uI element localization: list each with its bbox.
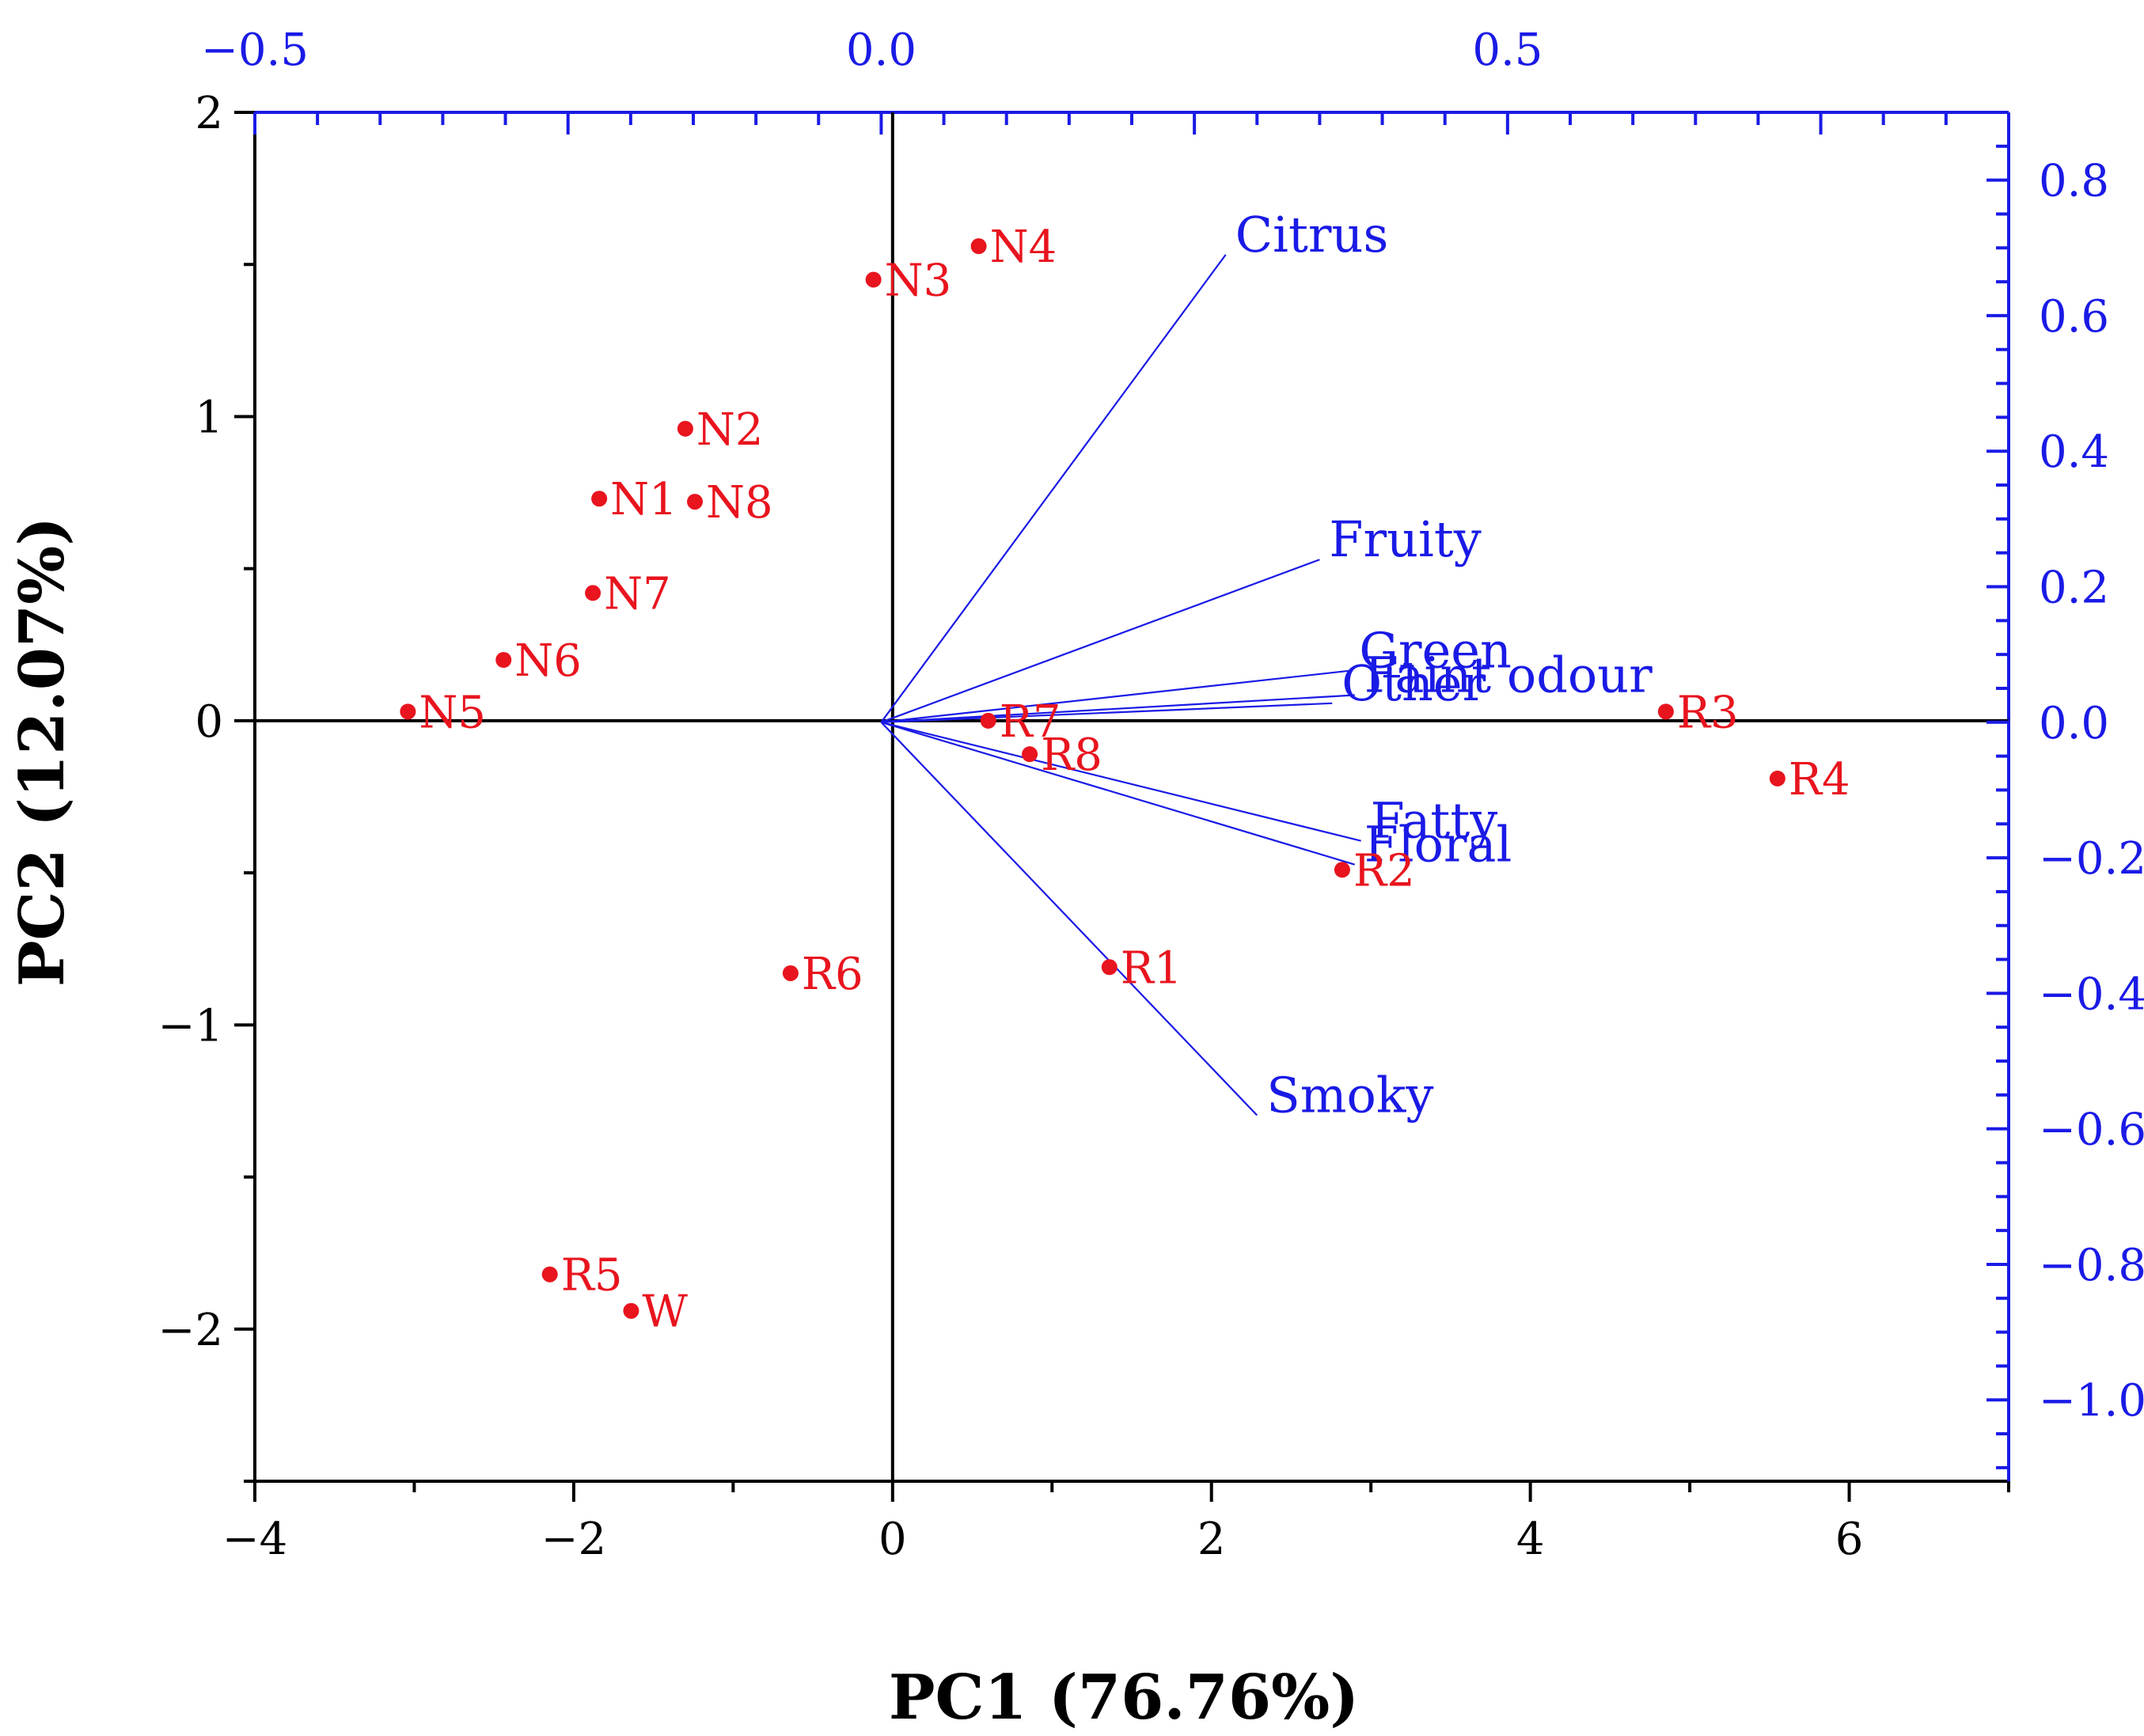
score-label: N4	[990, 222, 1057, 273]
top-tick-label: 0.0	[846, 25, 916, 76]
loading-vector-green	[881, 669, 1350, 723]
score-label: R2	[1353, 845, 1415, 896]
y-tick-label: 0	[195, 696, 223, 748]
loading-label: Faint odour	[1364, 646, 1653, 704]
loading-vector-citrus	[880, 254, 1227, 723]
x-tick-label: 0	[878, 1514, 907, 1565]
score-label: R1	[1121, 942, 1182, 994]
x-tick-label: 6	[1835, 1514, 1864, 1565]
loading-label: Fatty	[1371, 792, 1498, 850]
pc1-axis: −4 −2 0 2 4 6	[222, 1481, 2010, 1565]
score-label: R5	[561, 1250, 623, 1302]
score-point-n3	[865, 271, 882, 288]
score-point-r7	[980, 712, 996, 729]
x-tick-label: 2	[1197, 1514, 1226, 1565]
loading-x-axis: −0.5 0.0 0.5	[201, 25, 2010, 135]
loading-label: Other	[1341, 654, 1486, 712]
score-point-r6	[782, 965, 799, 981]
origin-lines	[255, 112, 2009, 1481]
score-label: R4	[1789, 754, 1850, 805]
y-tick-label: 2	[195, 88, 223, 139]
loading-label: Fruity	[1329, 510, 1481, 568]
score-point-w	[623, 1302, 639, 1319]
pc2-axis: −2 −1 0 1 2	[157, 88, 255, 1483]
score-label: R6	[802, 949, 863, 1000]
score-label: N3	[885, 255, 952, 306]
score-point-n1	[591, 491, 608, 507]
score-label: W	[642, 1287, 688, 1338]
y-axis-title: PC2 (12.07%)	[6, 517, 78, 987]
loading-vector-floral	[881, 721, 1356, 866]
score-label: N8	[706, 477, 773, 529]
score-point-n6	[495, 652, 512, 668]
right-tick-label: −0.4	[2039, 968, 2144, 1020]
score-label: N1	[610, 474, 677, 525]
y-tick-label: −2	[157, 1305, 223, 1356]
loading-vector-other	[881, 702, 1333, 723]
x-tick-label: −4	[222, 1514, 288, 1565]
score-point-r5	[541, 1266, 558, 1283]
score-point-n2	[677, 420, 693, 437]
loading-label: Floral	[1364, 816, 1512, 874]
score-point-r3	[1657, 703, 1674, 720]
right-tick-label: 0.2	[2039, 563, 2109, 614]
right-tick-label: −0.8	[2039, 1240, 2144, 1291]
score-label: R7	[1000, 696, 1061, 748]
x-tick-label: 4	[1516, 1514, 1545, 1565]
y-tick-label: −1	[157, 1000, 223, 1052]
loading-vector-fatty	[881, 721, 1361, 842]
score-point-n7	[585, 585, 601, 601]
top-tick-label: 0.5	[1472, 25, 1543, 76]
loading-label: Green	[1359, 622, 1511, 680]
score-label: N7	[604, 568, 671, 620]
score-point-r8	[1022, 746, 1038, 763]
right-tick-label: −0.6	[2039, 1105, 2144, 1156]
score-label: N2	[696, 404, 764, 456]
score-point-n8	[687, 494, 704, 510]
x-axis-title: PC1 (76.76%)	[889, 1662, 1359, 1734]
loading-vector-smoky	[880, 722, 1258, 1116]
score-point-n5	[400, 703, 416, 720]
loading-vector-fruity	[881, 559, 1320, 723]
right-tick-label: −1.0	[2039, 1375, 2144, 1427]
right-tick-label: 0.8	[2039, 156, 2109, 207]
loading-label: Citrus	[1235, 206, 1389, 263]
right-tick-label: 0.6	[2039, 291, 2109, 343]
x-tick-label: −2	[541, 1514, 607, 1565]
loading-label: Smoky	[1266, 1067, 1433, 1124]
right-tick-label: −0.2	[2039, 833, 2144, 885]
score-label: R3	[1677, 687, 1739, 738]
score-point-r2	[1334, 862, 1350, 878]
score-label: N6	[514, 635, 582, 687]
top-tick-label: −0.5	[201, 25, 309, 76]
score-point-n4	[970, 238, 987, 255]
score-point-r1	[1101, 959, 1118, 976]
score-label: N5	[419, 687, 486, 738]
loading-y-axis: 0.8 0.6 0.4 0.2 0.0 −0.2 −0.4 −0.6 −0.8 −1.0	[1987, 111, 2144, 1469]
right-tick-label: 0.4	[2039, 426, 2109, 478]
score-label: R8	[1041, 730, 1102, 781]
y-tick-label: 1	[195, 392, 223, 443]
score-point-r4	[1769, 770, 1785, 787]
right-tick-label: 0.0	[2039, 698, 2109, 749]
loading-vector-faint-odour	[881, 694, 1355, 723]
